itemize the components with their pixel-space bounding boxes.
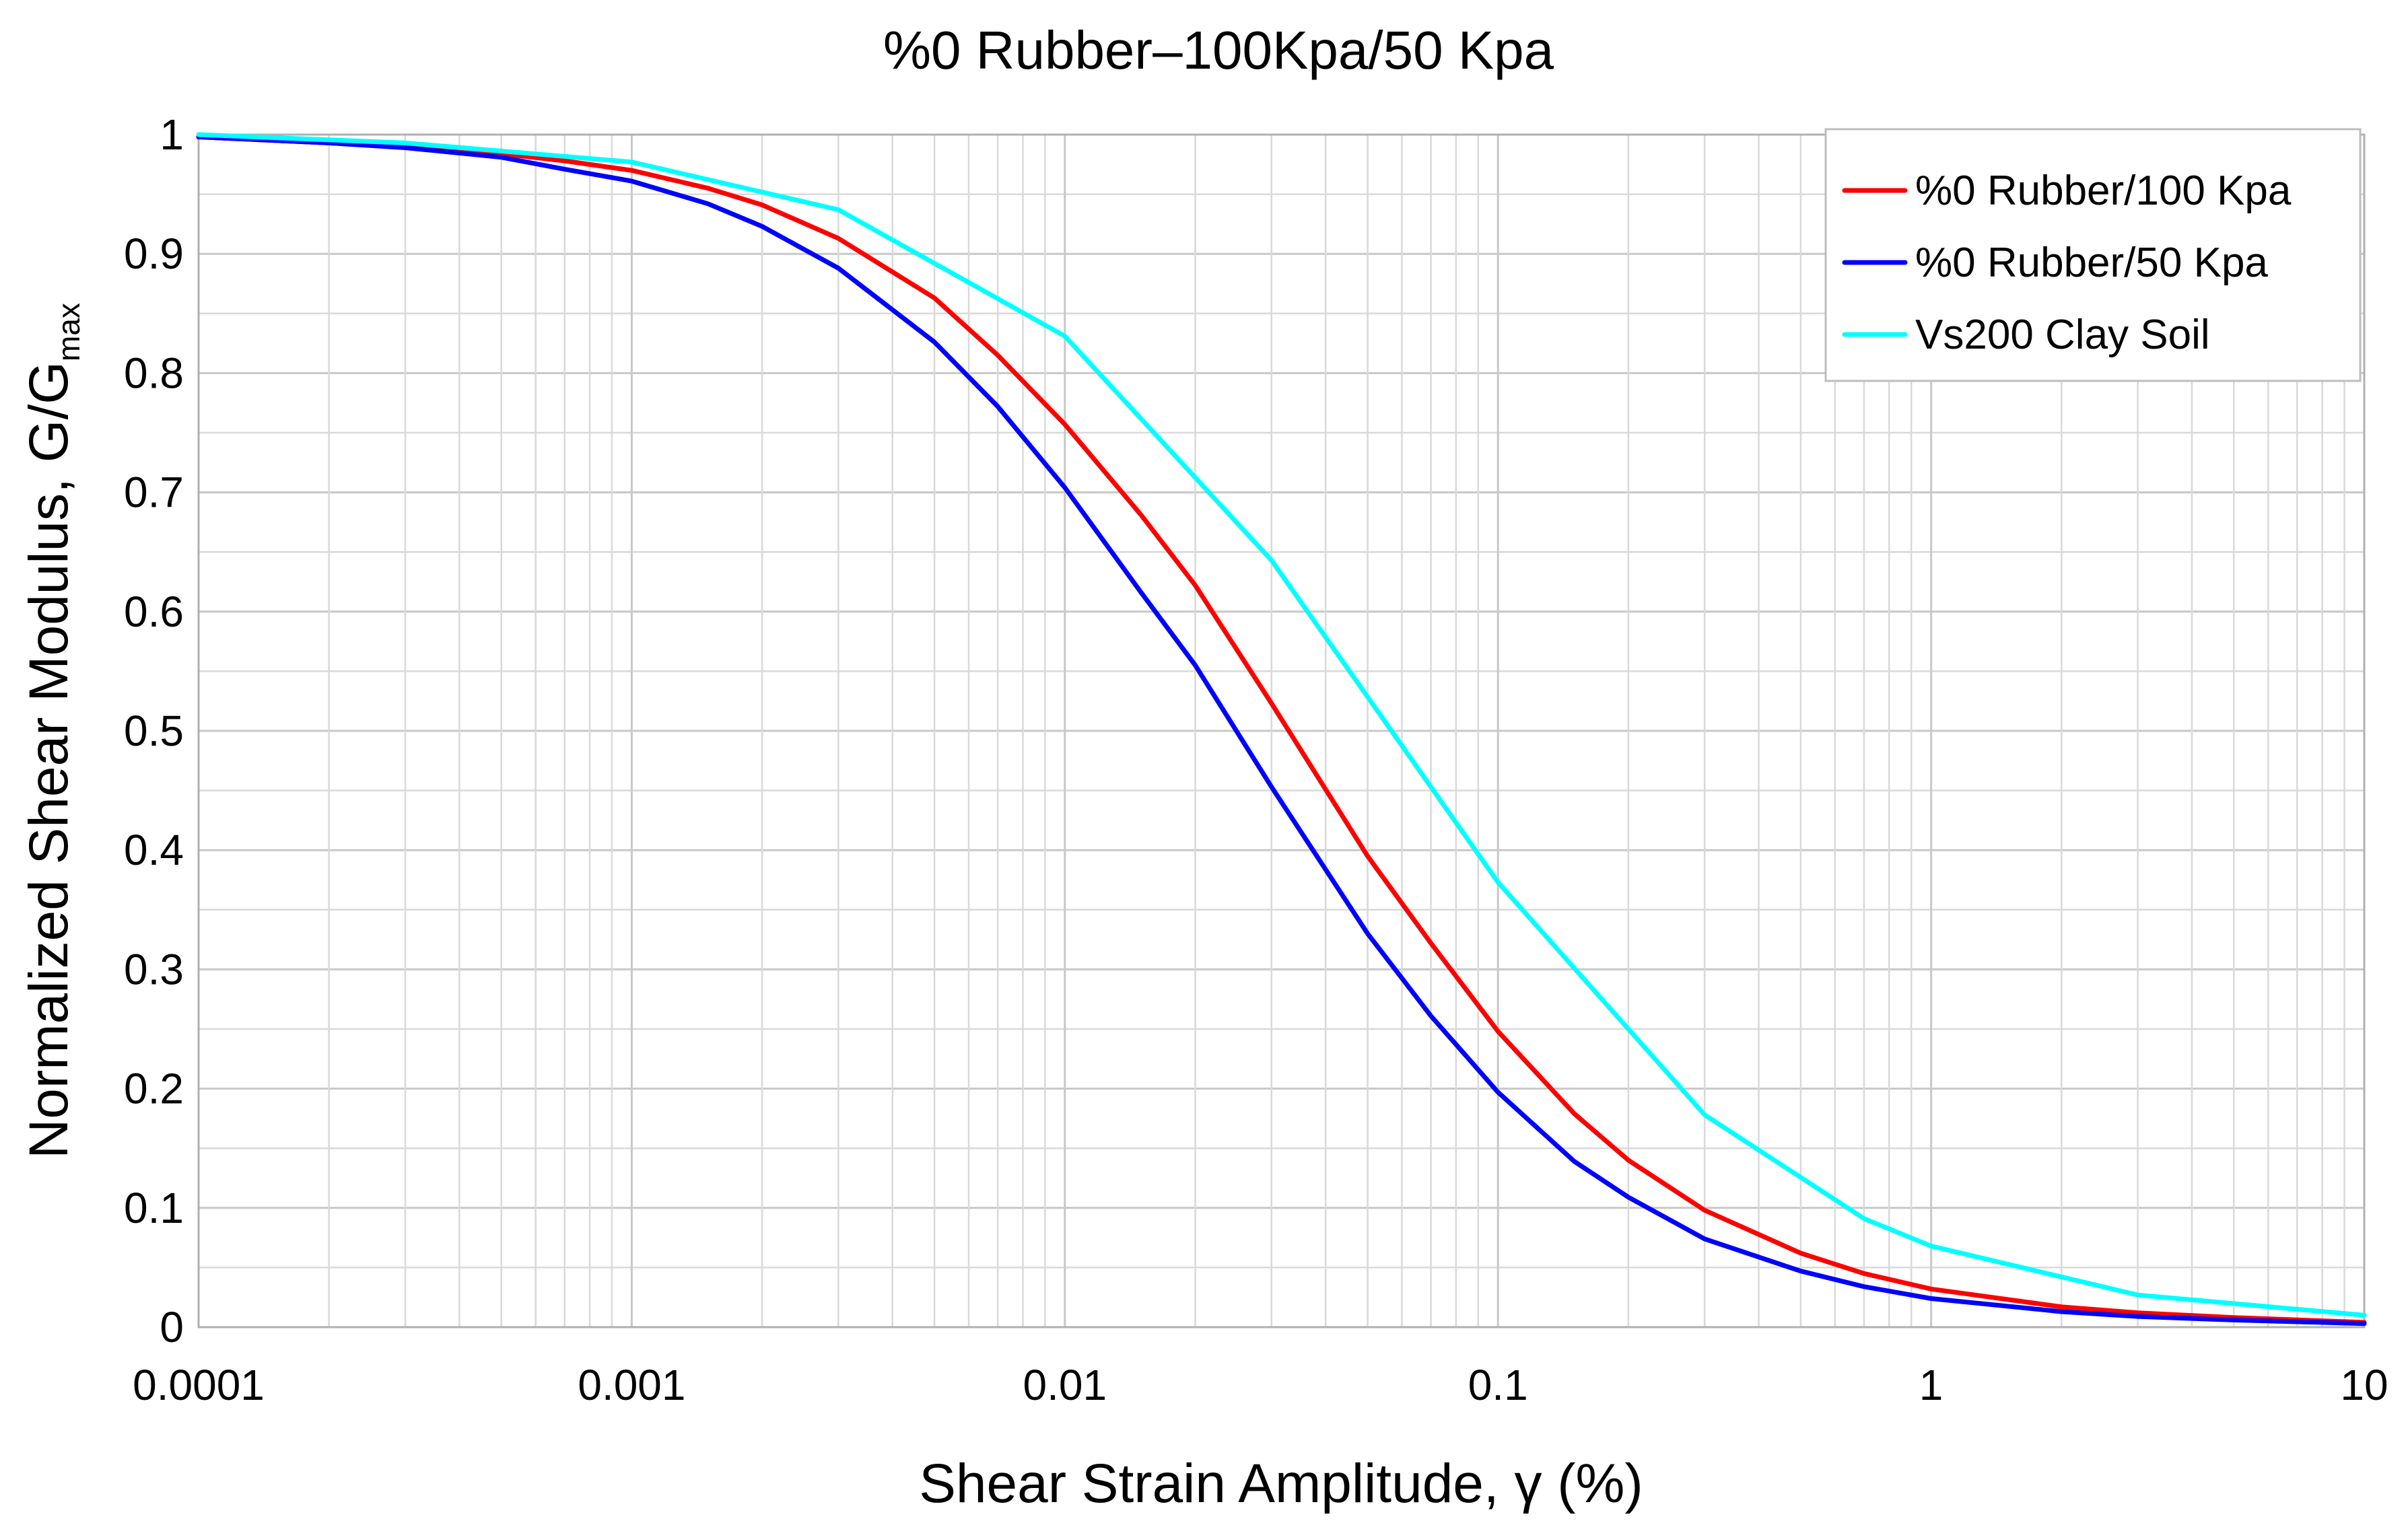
- x-tick-label: 10: [2340, 1361, 2388, 1409]
- legend-box: [1824, 128, 2362, 382]
- y-tick-label: 0.9: [124, 229, 184, 278]
- y-tick-label: 0.6: [124, 588, 184, 636]
- series-line: [196, 132, 2367, 1318]
- legend: %0 Rubber/100 Kpa %0 Rubber/50 Kpa Vs200 C…: [1824, 128, 2362, 382]
- x-tick-label: 1: [1919, 1361, 1943, 1409]
- x-axis-label: Shear Strain Amplitude, γ (%): [919, 1453, 1643, 1514]
- y-axis-label: Normalized Shear Modulus, G/Gmax: [18, 303, 86, 1159]
- legend-items: %0 Rubber/100 Kpa %0 Rubber/50 Kpa Vs200 C…: [1842, 168, 2292, 358]
- x-tick-label: 0.1: [1468, 1361, 1528, 1409]
- legend-label: Vs200 Clay Soil: [1915, 312, 2210, 358]
- y-tick-label: 0.3: [124, 945, 184, 993]
- series-layer: [196, 132, 2367, 1326]
- y-axis-label-main: Normalized Shear Modulus, G/G: [18, 361, 79, 1159]
- legend-label: %0 Rubber/50 Kpa: [1915, 240, 2268, 286]
- y-tick-label: 0.4: [124, 826, 184, 874]
- y-tick-label: 0.8: [124, 349, 184, 397]
- plot-area-border: [197, 133, 2366, 1328]
- y-tick-label: 1: [160, 110, 184, 159]
- y-tick-label: 0.1: [124, 1184, 184, 1232]
- y-tick-label: 0.7: [124, 468, 184, 517]
- y-tick-labels: 0 0.1 0.2 0.3 0.4 0.5 0.6 0.7 0.8 0.9 1: [124, 110, 184, 1351]
- y-tick-label: 0.2: [124, 1065, 184, 1113]
- x-tick-label: 0.001: [578, 1361, 685, 1409]
- y-axis-label-subscript: max: [51, 303, 86, 361]
- chart-title: %0 Rubber–100Kpa/50 Kpa: [883, 20, 1554, 80]
- x-tick-label: 0.0001: [133, 1361, 265, 1409]
- y-tick-label: 0: [160, 1303, 184, 1351]
- legend-label: %0 Rubber/100 Kpa: [1915, 168, 2292, 214]
- series-line: [196, 135, 2367, 1325]
- x-tick-labels: 0.0001 0.001 0.01 0.1 1 10: [133, 1361, 2388, 1409]
- y-tick-label: 0.5: [124, 707, 184, 755]
- x-tick-label: 0.01: [1023, 1361, 1107, 1409]
- series-line: [196, 135, 2367, 1326]
